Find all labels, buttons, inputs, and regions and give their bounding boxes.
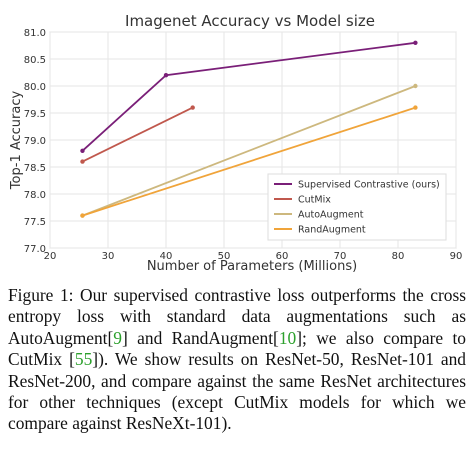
- legend-box: [267, 173, 447, 241]
- y-tick-label: 79.0: [24, 136, 46, 147]
- data-point: [80, 148, 85, 153]
- series-line: [82, 106, 194, 163]
- x-axis-label: Number of Parameters (Millions): [147, 259, 357, 274]
- y-tick-label: 78.5: [24, 163, 46, 174]
- caption-text: Figure 1: Our supervised contrastive los…: [8, 285, 466, 348]
- data-point: [163, 73, 169, 78]
- y-tick-label: 80.0: [24, 82, 46, 93]
- data-point: [80, 213, 85, 218]
- figure-caption: Figure 1: Our supervised contrastive los…: [8, 285, 466, 435]
- x-tick-label: 40: [160, 251, 173, 262]
- x-tick-label: 60: [276, 251, 289, 262]
- data-point: [413, 105, 418, 110]
- caption-text: ]). We show results on ResNet-50, ResNet…: [8, 349, 466, 434]
- y-tick-label: 78.0: [24, 190, 46, 201]
- chart: Imagenet Accuracy vs Model size Number o…: [9, 12, 463, 274]
- caption-text: ]; we also compare to CutMix [: [8, 327, 466, 370]
- y-tick-label: 81.0: [24, 28, 46, 39]
- x-tick-label: 50: [218, 251, 231, 262]
- legend-label: Supervised Contrastive (ours): [298, 180, 440, 191]
- y-tick-label: 77.5: [24, 217, 46, 228]
- caption-text: ] and RandAugment[: [122, 327, 279, 348]
- data-point: [80, 159, 85, 164]
- legend-label: CutMix: [298, 195, 331, 206]
- x-tick-label: 90: [450, 251, 463, 262]
- x-tick-label: 70: [334, 251, 347, 262]
- citation[interactable]: 55: [74, 349, 93, 370]
- y-tick-label: 77.0: [24, 244, 46, 255]
- x-tick-label: 20: [44, 251, 57, 262]
- data-point: [413, 40, 418, 45]
- legend-label: AutoAugment: [298, 210, 364, 221]
- series-line: [82, 85, 416, 217]
- x-tick-label: 30: [102, 251, 115, 262]
- legend-label: RandAugment: [298, 225, 366, 236]
- citation[interactable]: 10: [278, 327, 297, 348]
- x-tick-label: 80: [392, 251, 405, 262]
- y-axis-label: Top-1 Accuracy: [9, 91, 24, 191]
- data-point: [413, 83, 418, 89]
- series-line: [82, 106, 416, 217]
- y-tick-label: 80.5: [24, 55, 46, 66]
- data-point: [190, 105, 195, 110]
- y-tick-label: 79.5: [24, 109, 46, 120]
- chart-title: Imagenet Accuracy vs Model size: [125, 12, 375, 30]
- citation[interactable]: 9: [113, 327, 122, 348]
